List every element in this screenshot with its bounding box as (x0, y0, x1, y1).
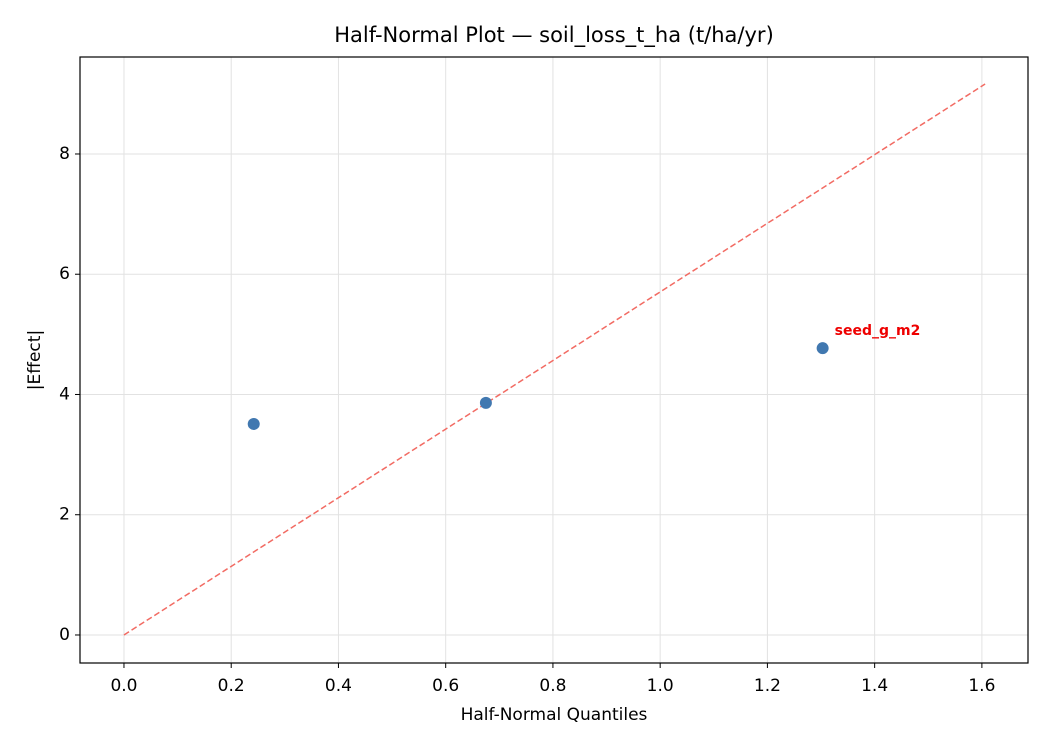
y-tick-label: 2 (59, 505, 70, 525)
x-tick-label: 0.4 (325, 676, 352, 696)
y-tick-label: 4 (59, 384, 70, 404)
x-tick-label: 0.0 (110, 676, 137, 696)
chart-title: Half-Normal Plot — soil_loss_t_ha (t/ha/… (334, 23, 774, 48)
x-tick-label: 0.6 (432, 676, 459, 696)
point (816, 342, 829, 355)
y-axis-label: |Effect| (25, 330, 45, 390)
y-tick-label: 6 (59, 264, 70, 284)
x-tick-label: 0.2 (218, 676, 245, 696)
x-tick-label: 1.6 (968, 676, 995, 696)
point (479, 396, 492, 409)
reference-line (123, 83, 986, 636)
x-tick-label: 1.4 (861, 676, 888, 696)
plot-frame (79, 56, 1029, 664)
y-tick-label: 0 (59, 625, 70, 645)
x-axis-label: Half-Normal Quantiles (461, 705, 648, 725)
y-tick-label: 8 (59, 144, 70, 164)
point (247, 417, 260, 430)
x-tick-label: 1.0 (647, 676, 674, 696)
point-label: seed_g_m2 (835, 323, 921, 339)
marks-layer: seed_g_m2 (123, 83, 986, 636)
x-tick-label: 1.2 (754, 676, 781, 696)
x-tick-label: 0.8 (539, 676, 566, 696)
